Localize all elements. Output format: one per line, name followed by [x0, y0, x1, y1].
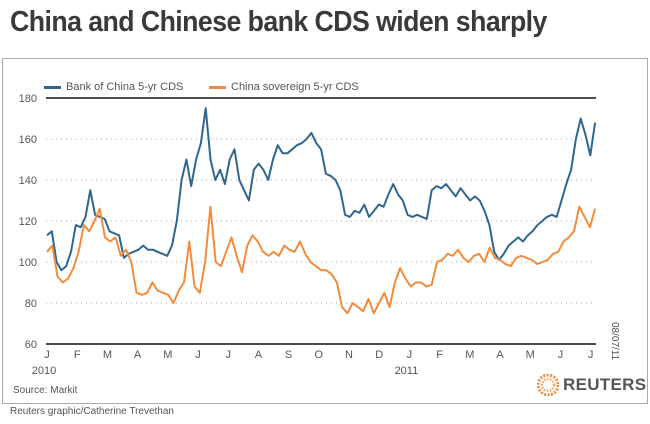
legend-swatch-blue [44, 85, 61, 89]
legend-label: Bank of China 5-yr CDS [66, 81, 184, 93]
x-tick-label: S [285, 349, 292, 361]
x-tick-label: J [225, 349, 231, 361]
x-tick-label: N [345, 349, 353, 361]
x-tick-label: F [74, 349, 81, 361]
reuters-wordmark: REUTERS [563, 375, 647, 394]
x-tick-label: A [134, 349, 142, 361]
x-tick-label: A [255, 349, 263, 361]
year-label: 2010 [32, 365, 56, 377]
legend-item-china-sovereign: China sovereign 5-yr CDS [209, 81, 359, 93]
year-label: 2011 [395, 365, 419, 377]
x-tick-label: J [588, 349, 594, 361]
date-stamp: 08/07/11 [609, 322, 620, 361]
x-tick-label: D [375, 349, 383, 361]
x-tick-label: M [465, 349, 474, 361]
y-tick-label: 60 [25, 339, 37, 351]
y-tick-label: 120 [19, 216, 37, 228]
legend-item-bank-of-china: Bank of China 5-yr CDS [44, 81, 183, 93]
x-tick-label: J [558, 349, 564, 361]
chart-title: China and Chinese bank CDS widen sharply [10, 6, 547, 38]
source-note: Source: Markit [13, 385, 78, 396]
reuters-logo: REUTERS [537, 374, 646, 396]
series-line-china-sovereign [46, 205, 597, 315]
x-tick-label: M [163, 349, 172, 361]
x-tick-label: M [526, 349, 535, 361]
y-tick-label: 100 [19, 257, 37, 269]
x-tick-label: J [195, 349, 201, 361]
x-tick-label: M [103, 349, 112, 361]
y-tick-label: 160 [19, 134, 37, 146]
y-tick-label: 140 [19, 175, 37, 187]
legend-swatch-orange [209, 85, 226, 89]
x-tick-label: O [315, 349, 324, 361]
y-tick-label: 80 [25, 298, 37, 310]
x-tick-label: A [496, 349, 504, 361]
x-tick-label: F [436, 349, 443, 361]
x-tick-label: J [44, 349, 50, 361]
chart-frame [2, 58, 648, 404]
credit-line: Reuters graphic/Catherine Trevethan [10, 406, 174, 417]
legend-label: China sovereign 5-yr CDS [231, 81, 359, 93]
reuters-dots-icon [537, 374, 559, 396]
y-tick-label: 180 [19, 93, 37, 105]
x-tick-label: J [407, 349, 413, 361]
series-line-bank-of-china [46, 107, 597, 272]
